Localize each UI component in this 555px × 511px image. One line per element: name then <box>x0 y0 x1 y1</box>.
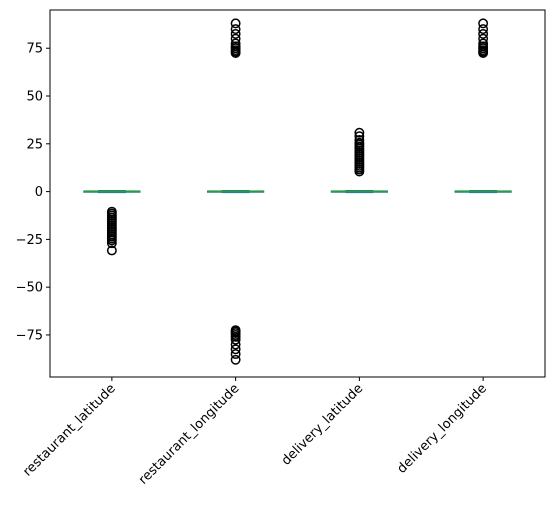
y-tick-label: 0 <box>35 185 43 200</box>
y-axis: −75 −50 −25 0 25 50 75 <box>16 42 50 343</box>
y-tick-label: 50 <box>26 90 43 105</box>
y-tick-label: −25 <box>16 233 43 248</box>
box-group <box>83 190 141 256</box>
outlier-point <box>230 28 241 39</box>
outlier-point <box>478 24 489 35</box>
x-axis: restaurant_latitude restaurant_longitude d… <box>20 377 490 488</box>
outlier-point <box>106 245 117 256</box>
outlier-point <box>106 238 117 249</box>
axes-frame <box>49 9 546 378</box>
y-tick-label: 25 <box>26 137 43 152</box>
box-group <box>454 18 512 194</box>
outlier-point <box>230 41 241 52</box>
outlier-point <box>230 354 241 365</box>
plot-area <box>83 18 512 365</box>
outlier-point <box>354 127 365 138</box>
outlier-point <box>354 137 365 148</box>
y-tick-label: 75 <box>26 42 43 57</box>
outlier-point <box>354 135 365 145</box>
box-group <box>207 18 265 365</box>
outlier-point <box>230 38 241 49</box>
x-tick-label: delivery_longitude <box>395 381 490 476</box>
outlier-point <box>478 28 489 39</box>
y-tick-label: −75 <box>16 328 43 343</box>
outlier-point <box>478 18 489 29</box>
outlier-point <box>230 339 241 350</box>
x-tick-label: delivery_latitude <box>279 381 366 468</box>
outlier-point <box>106 235 117 246</box>
outlier-point <box>230 349 241 360</box>
outlier-point <box>478 33 489 44</box>
outlier-point <box>230 334 241 345</box>
x-tick-label: restaurant_latitude <box>20 381 118 479</box>
outlier-point <box>354 131 365 142</box>
outlier-point <box>230 18 241 29</box>
y-tick-label: −50 <box>16 281 43 296</box>
x-tick-label: restaurant_longitude <box>136 381 242 487</box>
box-group <box>330 127 388 194</box>
outlier-point <box>478 41 489 52</box>
outlier-point <box>478 38 489 49</box>
outlier-point <box>230 33 241 44</box>
outlier-point <box>230 331 241 342</box>
outlier-point <box>230 344 241 355</box>
outlier-point <box>230 24 241 35</box>
